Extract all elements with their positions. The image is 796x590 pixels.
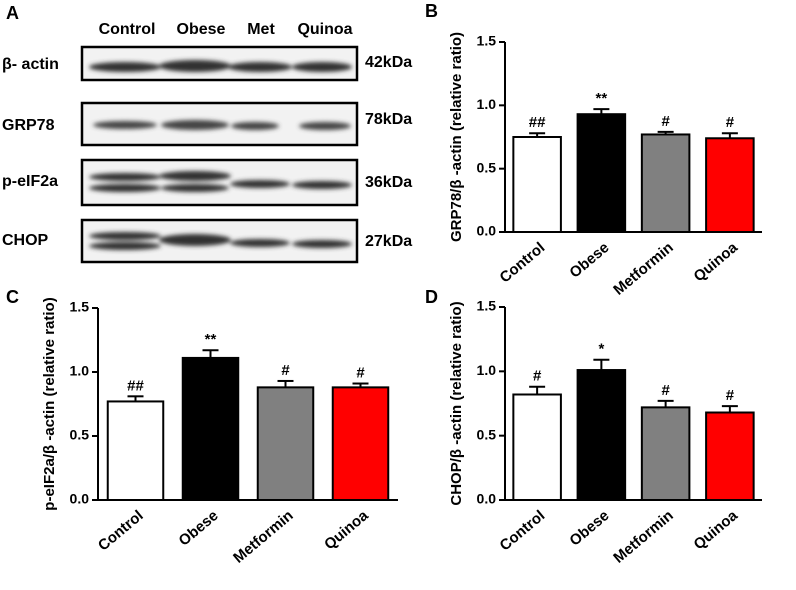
x-tick-label: Quinoa <box>321 507 372 554</box>
significance-label: # <box>356 364 365 381</box>
significance-label: # <box>661 382 670 399</box>
x-tick-label: Metformin <box>230 507 296 567</box>
bands <box>89 60 352 72</box>
bands <box>89 232 352 250</box>
size-label: 36kDa <box>365 174 412 191</box>
protein-label: p-eIF2a <box>2 173 58 190</box>
significance-label: # <box>726 387 735 404</box>
bar-chart: B GRP78/β -actin (relative ratio) 0.0 0.5 1.… <box>425 1 762 299</box>
x-tick-label: Control <box>496 239 548 286</box>
significance-label: ** <box>596 90 608 107</box>
bar <box>512 136 562 233</box>
bar <box>331 386 390 501</box>
blot-panel: A Control Obese Met Quinoa β- actin 42kD… <box>2 3 412 264</box>
bar <box>256 386 315 501</box>
bar <box>106 400 165 501</box>
protein-label: GRP78 <box>2 117 55 134</box>
significance-label: # <box>661 113 670 130</box>
bar <box>512 393 562 502</box>
y-tick-label: 0.0 <box>477 491 497 507</box>
lane-label: Obese <box>177 21 226 38</box>
bands <box>93 120 351 130</box>
bar <box>640 406 691 501</box>
x-tick-label: Obese <box>176 507 222 550</box>
y-axis-label: p-eIF2a/β -actin (relative ratio) <box>41 297 58 510</box>
y-tick-label: 1.5 <box>477 33 497 49</box>
size-label: 78kDa <box>365 111 412 128</box>
x-tick-label: Quinoa <box>690 239 741 286</box>
x-tick-label: Metformin <box>610 239 676 299</box>
panel-letter: D <box>425 287 438 307</box>
significance-label: ** <box>205 331 217 348</box>
y-tick-label: 1.5 <box>70 299 90 315</box>
protein-label: β- actin <box>2 56 59 73</box>
x-tick-label: Obese <box>566 239 612 282</box>
bar-chart: D CHOP/β -actin (relative ratio) 0.0 0.5 1.0… <box>425 287 762 567</box>
significance-label: # <box>281 362 290 379</box>
protein-label: CHOP <box>2 232 49 249</box>
bar <box>181 356 240 502</box>
y-tick-label: 0.5 <box>477 426 497 442</box>
bar <box>576 113 627 233</box>
significance-label: # <box>533 368 542 385</box>
bar <box>705 137 755 233</box>
size-label: 27kDa <box>365 233 412 250</box>
significance-label: ## <box>529 114 546 131</box>
x-tick-label: Control <box>496 507 548 554</box>
lane-label: Met <box>247 21 275 38</box>
x-tick-label: Quinoa <box>690 507 741 554</box>
significance-label: # <box>726 114 735 131</box>
bands <box>89 171 352 192</box>
x-tick-label: Metformin <box>610 507 676 567</box>
lane-label: Quinoa <box>297 21 352 38</box>
y-tick-label: 1.0 <box>477 362 497 378</box>
y-tick-label: 0.0 <box>477 223 497 239</box>
y-tick-label: 1.0 <box>477 96 497 112</box>
x-tick-label: Control <box>95 507 147 554</box>
size-label: 42kDa <box>365 54 412 71</box>
bar-chart: Cp-eIF2a/β -actin (relative ratio) 0.0 0.5… <box>6 287 398 567</box>
significance-label: ## <box>127 377 144 394</box>
y-tick-label: 0.5 <box>70 427 90 443</box>
y-axis-label: CHOP/β -actin (relative ratio) <box>448 301 465 505</box>
panel-letter: C <box>6 287 19 307</box>
significance-label: * <box>598 341 604 358</box>
x-tick-label: Obese <box>566 507 612 550</box>
y-tick-label: 0.0 <box>70 491 90 507</box>
bar <box>576 369 627 501</box>
panel-letter: A <box>6 3 19 23</box>
panel-letter: B <box>425 1 438 21</box>
y-tick-label: 0.5 <box>477 159 497 175</box>
y-tick-label: 1.5 <box>477 298 497 314</box>
lane-label: Control <box>99 21 156 38</box>
y-axis-label: GRP78/β -actin (relative ratio) <box>448 32 465 242</box>
y-tick-label: 1.0 <box>70 363 90 379</box>
bar <box>705 411 755 501</box>
bar <box>640 133 691 233</box>
